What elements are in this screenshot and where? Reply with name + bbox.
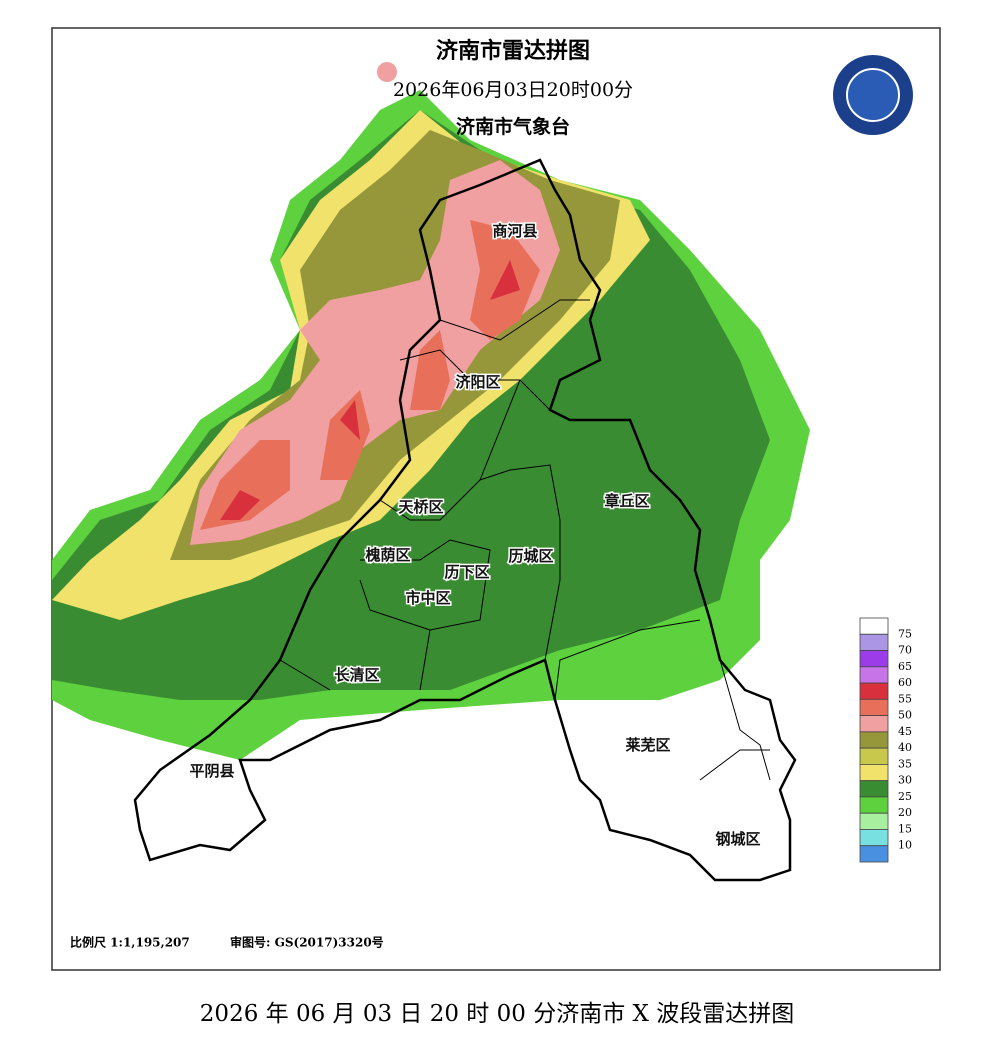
- legend-label: 35: [898, 757, 912, 770]
- legend-label: 15: [898, 822, 912, 835]
- legend-label: 40: [898, 741, 912, 754]
- legend-swatch: [859, 747, 889, 765]
- legend-label: 10: [898, 839, 912, 852]
- legend-swatch: [859, 666, 889, 684]
- legend-label: 55: [898, 692, 912, 705]
- district-label: 商河县: [492, 222, 537, 240]
- map-subtitle: 2026年06月03日20时00分: [393, 79, 633, 101]
- district-label: 济阳区: [455, 373, 500, 391]
- radar-echo: [52, 62, 810, 760]
- legend-swatch: [859, 829, 889, 847]
- district-label: 莱芜区: [625, 736, 670, 754]
- legend-label: 50: [898, 709, 912, 722]
- scale: 比例尺 1:1,195,207: [70, 935, 190, 950]
- organization: 济南市气象台: [456, 115, 570, 138]
- legend-swatch: [859, 812, 889, 830]
- district-label: 天桥区: [398, 498, 443, 516]
- review-number: 审图号: GS(2017)3320号: [230, 935, 384, 950]
- legend-label: 20: [898, 806, 912, 819]
- map-title: 济南市雷达拼图: [436, 38, 590, 64]
- district-label: 长清区: [334, 666, 379, 684]
- logo: [833, 55, 913, 135]
- legend-label: 75: [898, 627, 912, 640]
- legend-label: 45: [898, 725, 912, 738]
- legend-swatch: [859, 796, 889, 814]
- district-label: 平阴县: [189, 762, 234, 780]
- legend-swatch: [859, 617, 889, 635]
- legend-swatch: [859, 845, 889, 863]
- legend-swatch: [859, 731, 889, 749]
- legend-label: 70: [898, 644, 912, 657]
- legend-swatch: [859, 650, 889, 668]
- district-label: 章丘区: [604, 492, 649, 510]
- legend-swatch: [859, 633, 889, 651]
- legend-label: 30: [898, 774, 912, 787]
- legend-swatch: [859, 698, 889, 716]
- district-label: 历下区: [444, 563, 489, 581]
- legend-label: 65: [898, 660, 912, 673]
- legend-label: 25: [898, 790, 912, 803]
- district-label: 历城区: [508, 547, 553, 565]
- legend-swatch: [859, 715, 889, 733]
- district-label: 槐荫区: [364, 546, 410, 564]
- legend-label: 60: [898, 676, 912, 689]
- district-label: 钢城区: [715, 830, 760, 848]
- legend-swatch: [859, 780, 889, 798]
- caption: 2026 年 06 月 03 日 20 时 00 分济南市 X 波段雷达拼图: [200, 1001, 794, 1027]
- city-boundary: [133, 158, 797, 882]
- legend-swatch: [859, 764, 889, 782]
- district-boundaries: [279, 299, 771, 781]
- legend-swatch: [859, 682, 889, 700]
- district-label: 市中区: [405, 589, 450, 607]
- legend: 75 70 65 60 55 50 45 40 35 30 25 20 15 10: [859, 617, 912, 863]
